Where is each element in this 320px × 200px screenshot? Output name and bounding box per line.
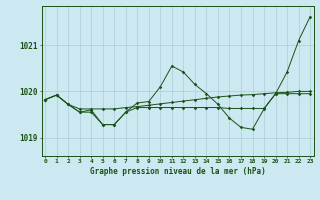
X-axis label: Graphe pression niveau de la mer (hPa): Graphe pression niveau de la mer (hPa) bbox=[90, 167, 266, 176]
